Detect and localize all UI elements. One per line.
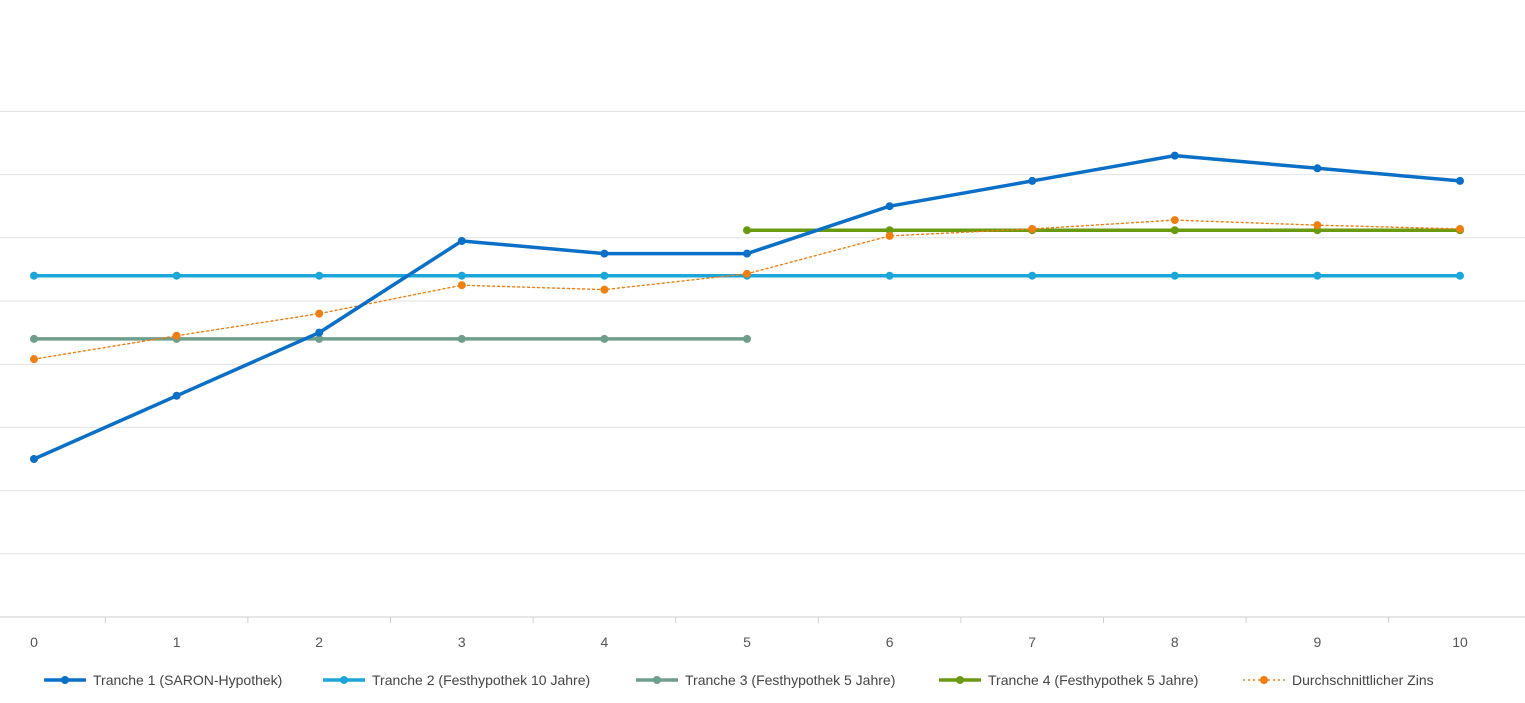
series-4: [743, 226, 1464, 235]
data-point: [172, 331, 181, 340]
data-point: [885, 226, 894, 235]
data-point: [885, 202, 894, 211]
legend-item[interactable]: Tranche 4 (Festhypothek 5 Jahre): [939, 672, 1198, 688]
legend-item[interactable]: Tranche 2 (Festhypothek 10 Jahre): [323, 672, 590, 688]
data-point: [600, 271, 609, 280]
legend-label: Tranche 4 (Festhypothek 5 Jahre): [988, 672, 1198, 688]
legend-item[interactable]: Durchschnittlicher Zins: [1243, 672, 1434, 688]
data-point: [30, 271, 38, 280]
data-point: [885, 271, 894, 280]
data-point: [1170, 226, 1179, 235]
x-tick-label: 6: [886, 634, 894, 650]
data-point: [457, 236, 466, 245]
legend-swatch-marker: [61, 676, 69, 684]
data-point: [315, 328, 324, 337]
legend-item[interactable]: Tranche 1 (SARON-Hypothek): [44, 672, 282, 688]
data-point: [457, 334, 466, 343]
x-axis: 0 1 2 3 4 5 6 7 8 9 10: [30, 617, 1468, 650]
legend[interactable]: Tranche 1 (SARON-Hypothek) Tranche 2 (Fes…: [44, 672, 1434, 688]
data-point: [743, 226, 751, 235]
legend-label: Tranche 1 (SARON-Hypothek): [93, 672, 282, 688]
data-point: [600, 285, 609, 294]
data-point: [743, 269, 751, 278]
x-tick-label: 8: [1171, 634, 1179, 650]
data-point: [457, 271, 466, 280]
x-tick-label: 10: [1452, 634, 1468, 650]
legend-swatch-marker: [340, 676, 348, 684]
series-1: [30, 151, 1464, 463]
data-point: [1028, 224, 1037, 233]
data-point: [1028, 176, 1037, 185]
x-tick-label: 5: [743, 634, 751, 650]
data-point: [743, 249, 751, 258]
data-point: [1170, 271, 1179, 280]
series-line: [32, 153, 1462, 461]
x-tick-label: 4: [601, 634, 609, 650]
legend-swatch-marker: [1260, 676, 1268, 684]
data-point: [172, 391, 181, 400]
x-tick-label: 2: [315, 634, 323, 650]
data-point: [1170, 216, 1179, 225]
data-point: [30, 355, 38, 364]
x-tick-label: 3: [458, 634, 466, 650]
data-point: [600, 249, 609, 258]
x-tick-label: 1: [173, 634, 181, 650]
data-point: [743, 334, 751, 343]
data-point: [1170, 151, 1179, 160]
data-point: [1028, 271, 1037, 280]
data-point: [885, 231, 894, 240]
data-point: [315, 271, 324, 280]
data-point: [1456, 224, 1464, 233]
gridlines: [0, 110, 1525, 618]
data-point: [172, 271, 181, 280]
legend-label: Durchschnittlicher Zins: [1292, 672, 1434, 688]
series-5: [30, 216, 1464, 364]
data-point: [1313, 271, 1322, 280]
legend-swatch-marker: [956, 676, 964, 684]
data-point: [1313, 164, 1322, 173]
data-point: [457, 281, 466, 290]
x-tick-label: 9: [1314, 634, 1322, 650]
data-point: [1313, 221, 1322, 230]
legend-label: Tranche 3 (Festhypothek 5 Jahre): [685, 672, 895, 688]
data-point: [30, 455, 38, 463]
data-point: [30, 334, 38, 343]
legend-item[interactable]: Tranche 3 (Festhypothek 5 Jahre): [636, 672, 895, 688]
legend-swatch-marker: [653, 676, 661, 684]
x-tick-label: 0: [30, 634, 38, 650]
data-point: [315, 334, 324, 343]
series-group: [30, 151, 1464, 463]
legend-label: Tranche 2 (Festhypothek 10 Jahre): [372, 672, 590, 688]
data-point: [1456, 176, 1464, 185]
data-point: [1456, 271, 1464, 280]
x-tick-label: 7: [1028, 634, 1036, 650]
data-point: [600, 334, 609, 343]
data-point: [315, 309, 324, 318]
